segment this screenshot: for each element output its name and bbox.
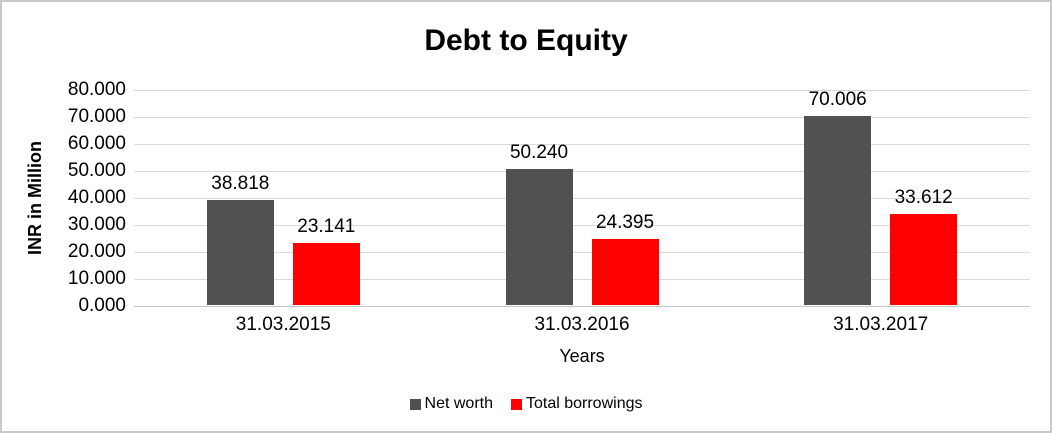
plot-area: 38.818 23.141 50.240 24.395 70.006 33.612 (134, 88, 1030, 307)
bar-value-label: 24.395 (595, 212, 655, 234)
gridline (134, 144, 1030, 145)
x-axis-line (134, 306, 1030, 307)
bar-value-label: 50.240 (509, 142, 569, 164)
y-tick-label: 30.000 (67, 214, 126, 235)
bar-net-worth (804, 115, 872, 305)
bar-net-worth (505, 169, 573, 305)
total-borrowings-swatch-icon (510, 398, 522, 410)
bar-total-borrowings (292, 242, 360, 305)
y-tick-label: 70.000 (67, 106, 126, 127)
bar-value-label: 38.818 (211, 173, 270, 195)
gridline (134, 117, 1030, 118)
y-tick-label: 60.000 (67, 133, 126, 154)
y-tick-label: 50.000 (67, 160, 126, 181)
chart-title: Debt to Equity (424, 24, 628, 57)
legend-item-total-borrowings: Total borrowings (510, 395, 643, 413)
legend-label: Total borrowings (525, 395, 643, 412)
bar-value-label: 33.612 (894, 187, 953, 209)
legend-label: Net worth (424, 395, 493, 412)
legend: Net worth Total borrowings (2, 395, 1050, 413)
y-tick-label: 80.000 (67, 79, 126, 100)
y-tick-label: 0.000 (78, 295, 126, 316)
x-axis-title: Years (559, 346, 605, 366)
gridline (134, 198, 1030, 199)
x-category-label: 31.03.2016 (534, 314, 630, 335)
gridline (134, 171, 1030, 172)
y-tick-label: 40.000 (67, 187, 126, 208)
gridline (134, 90, 1030, 91)
bar-total-borrowings (591, 239, 659, 305)
legend-item-net-worth: Net worth (409, 395, 493, 413)
bar-value-label: 23.141 (297, 215, 356, 237)
gridline (134, 252, 1030, 253)
bar-total-borrowings (890, 214, 958, 305)
gridline (134, 225, 1030, 226)
bar-value-label: 70.006 (808, 88, 867, 110)
x-category-label: 31.03.2015 (235, 314, 331, 335)
gridline (134, 279, 1030, 280)
y-tick-label: 20.000 (67, 241, 126, 262)
x-category-label: 31.03.2017 (833, 314, 929, 335)
net-worth-swatch-icon (409, 398, 421, 410)
y-tick-label: 10.000 (67, 268, 126, 289)
bar-net-worth (206, 200, 274, 305)
